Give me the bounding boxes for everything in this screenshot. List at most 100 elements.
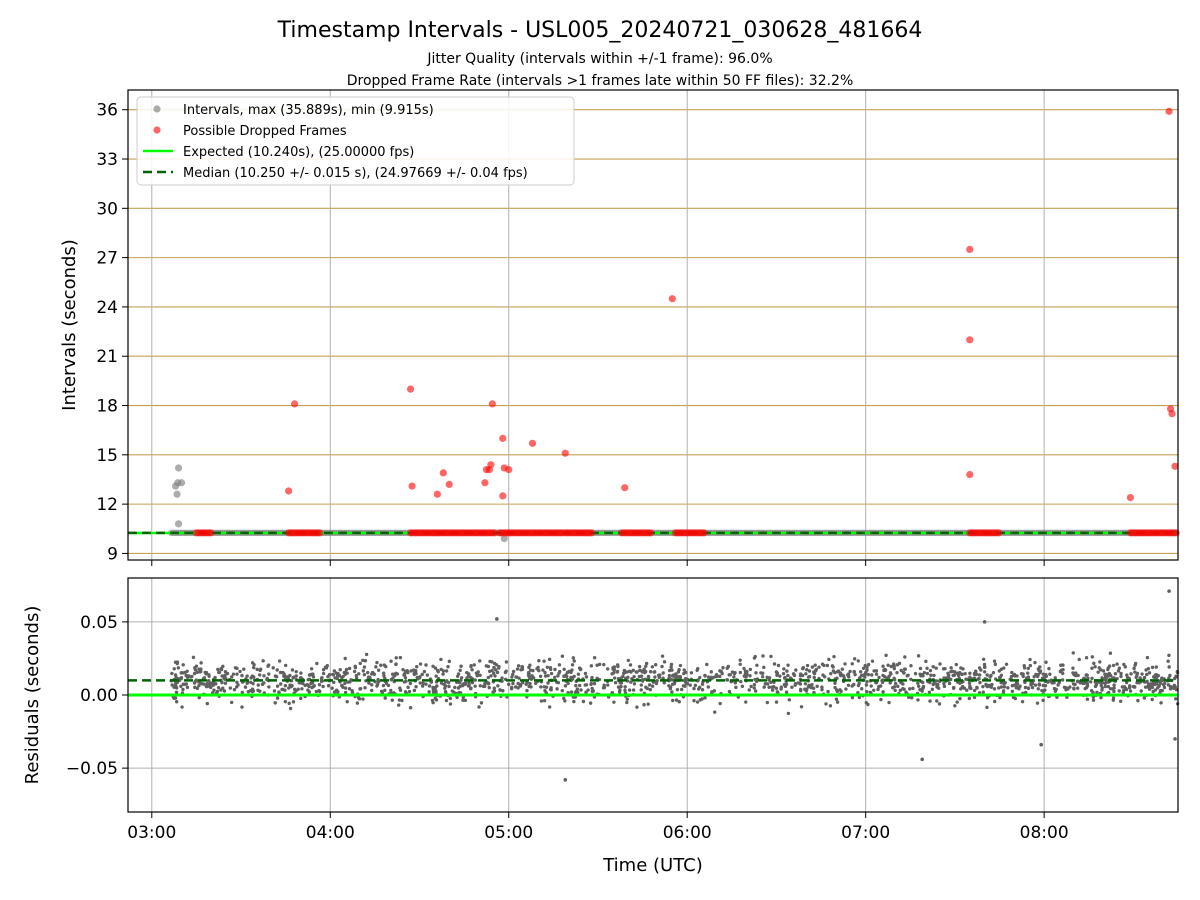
residual-point (1125, 675, 1130, 680)
residual-point (349, 678, 353, 682)
residual-point (500, 676, 504, 680)
residual-point (752, 656, 757, 660)
residual-point (972, 688, 977, 693)
top-y-tick-label: 18 (96, 397, 118, 417)
residual-point (605, 667, 610, 671)
residual-point (548, 665, 553, 670)
residual-point (632, 674, 636, 679)
residual-point (668, 678, 673, 682)
residual-point (727, 673, 731, 677)
residual-point (484, 664, 489, 668)
residual-point (669, 665, 673, 669)
residual-point (1172, 683, 1177, 687)
residual-point (446, 680, 451, 685)
residual-point (1076, 673, 1080, 678)
legend-entry: Expected (10.240s), (25.00000 fps) (183, 145, 414, 160)
residual-point (466, 684, 471, 688)
residual-point (457, 690, 461, 695)
residual-point (1090, 655, 1095, 659)
top-y-tick-label: 12 (96, 495, 118, 515)
residual-point (363, 659, 368, 663)
residual-point (1145, 672, 1149, 677)
residual-point (228, 686, 233, 690)
residual-point (299, 696, 303, 701)
residual-point (956, 673, 961, 678)
top-y-axis-label: Intervals (seconds) (59, 239, 80, 411)
residual-point (843, 662, 847, 666)
residual-point (742, 666, 746, 671)
residual-point (233, 666, 238, 670)
residual-point (524, 682, 528, 686)
residual-point (1099, 695, 1103, 700)
residual-point (1160, 678, 1165, 683)
residual-point (238, 669, 242, 674)
residual-point (898, 688, 902, 693)
residual-point (745, 669, 749, 674)
dropped-frame-point (994, 529, 1003, 537)
dropped-frame-point (481, 479, 489, 487)
residual-point (999, 680, 1003, 685)
residual-point (547, 657, 552, 662)
dropped-frame-point (505, 466, 513, 474)
residual-point (920, 689, 924, 693)
residual-point (774, 686, 779, 691)
residual-point (1048, 672, 1052, 676)
residual-point (455, 695, 459, 700)
residual-point (807, 683, 811, 687)
residual-point (678, 676, 683, 680)
residual-point (671, 698, 675, 703)
residual-point (1111, 698, 1116, 702)
residual-point (985, 673, 989, 677)
residual-point (850, 662, 854, 666)
residual-point (913, 671, 918, 676)
residual-point (219, 667, 223, 671)
residual-point (372, 672, 377, 677)
residual-point (798, 687, 803, 692)
residual-point (1004, 662, 1009, 666)
residual-point (174, 700, 179, 704)
residual-point (864, 683, 869, 687)
residual-point (343, 656, 347, 661)
dropped-frame-point (621, 484, 629, 492)
residual-point (574, 683, 578, 688)
residual-point (982, 662, 987, 667)
residual-point (1002, 685, 1007, 689)
residual-point (1012, 683, 1017, 687)
residual-point (727, 689, 732, 694)
residual-point (283, 684, 288, 688)
residual-point (1153, 682, 1157, 687)
interval-point (173, 490, 181, 498)
residual-point (866, 702, 870, 707)
residual-point (852, 657, 857, 661)
residual-point (1167, 589, 1171, 593)
residual-point (767, 685, 771, 689)
legend-entry: Possible Dropped Frames (183, 124, 347, 139)
residual-point (1094, 683, 1099, 687)
residual-point (240, 690, 245, 695)
residual-point (507, 682, 511, 687)
residual-point (469, 663, 473, 668)
residual-point (283, 663, 288, 668)
residual-point (1174, 697, 1178, 701)
residual-point (662, 681, 666, 685)
residual-point (1033, 660, 1037, 665)
residual-point (977, 666, 982, 670)
residual-point (1124, 687, 1129, 692)
residual-point (619, 681, 624, 685)
residual-point (214, 682, 218, 686)
residual-point (844, 687, 848, 691)
residual-point (562, 667, 566, 671)
residual-point (528, 676, 532, 681)
residual-point (1015, 674, 1019, 678)
residual-point (805, 687, 809, 692)
residual-point (1057, 680, 1061, 685)
residual-point (364, 652, 369, 657)
residual-point (1118, 699, 1123, 703)
top-y-tick-label: 30 (96, 199, 118, 219)
residual-point (628, 663, 633, 667)
residual-point (920, 757, 924, 762)
residual-point (283, 675, 287, 680)
residual-point (952, 673, 957, 677)
residual-point (1107, 671, 1112, 676)
residual-point (866, 662, 871, 667)
